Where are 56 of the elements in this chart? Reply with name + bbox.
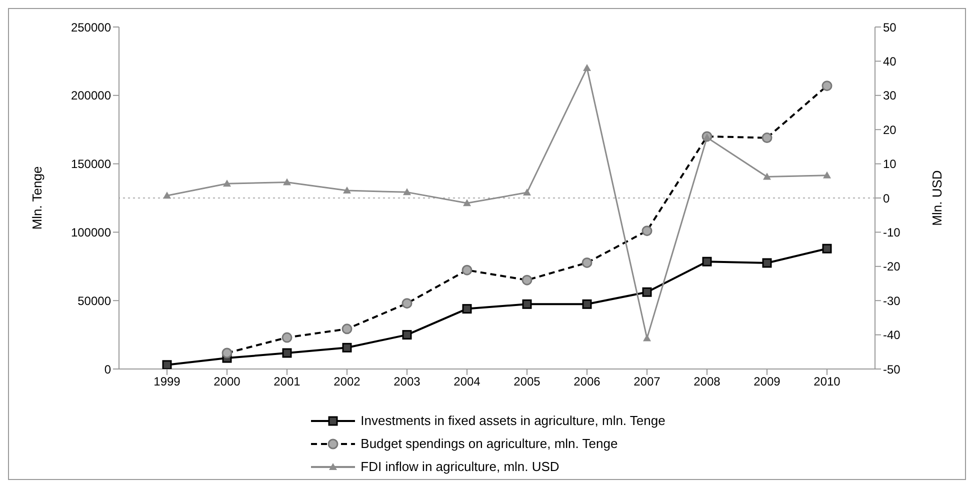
y2-tick-label: 0 bbox=[883, 191, 890, 206]
point bbox=[462, 304, 472, 314]
y2-tick-label: -10 bbox=[883, 225, 901, 240]
point bbox=[523, 188, 531, 196]
y2-tick-label: -30 bbox=[883, 294, 901, 308]
y-tick-label: 100000 bbox=[70, 225, 112, 240]
x-tick-label: 2005 bbox=[514, 374, 541, 389]
x-tick-label: 2003 bbox=[394, 374, 421, 389]
point bbox=[283, 178, 291, 186]
point bbox=[702, 256, 712, 266]
point bbox=[822, 244, 832, 254]
y2-tick-label: 40 bbox=[883, 54, 897, 68]
x-tick-label: 2010 bbox=[814, 374, 841, 389]
point bbox=[342, 342, 352, 352]
point bbox=[582, 299, 592, 309]
point bbox=[162, 360, 172, 369]
legend-label: Investments in fixed assets in agriculture, mln. Tenge bbox=[360, 413, 666, 428]
point bbox=[402, 330, 412, 340]
y-tick-label: 50000 bbox=[78, 294, 112, 308]
y-tick-label: 200000 bbox=[70, 88, 112, 103]
x-tick-label: 2006 bbox=[574, 374, 601, 389]
y2-axis-title: Mln. USD bbox=[930, 170, 945, 226]
x-tick-label: 1999 bbox=[154, 374, 181, 389]
x-tick-label: 2001 bbox=[274, 374, 301, 389]
point bbox=[823, 171, 831, 178]
y2-tick-label: 50 bbox=[883, 20, 897, 34]
x-tick-label: 2009 bbox=[754, 374, 781, 389]
x-tick-label: 2004 bbox=[454, 374, 481, 389]
y2-tick-label: 30 bbox=[883, 88, 897, 103]
legend-label: Budget spendings on agriculture, mln. Tenge bbox=[360, 436, 618, 451]
point bbox=[522, 299, 532, 309]
point bbox=[163, 192, 171, 199]
y-tick-label: 0 bbox=[104, 362, 112, 376]
x-tick-label: 2002 bbox=[334, 374, 361, 389]
y2-tick-label: -40 bbox=[883, 328, 901, 342]
point bbox=[463, 199, 471, 206]
y-tick-label: 150000 bbox=[70, 157, 112, 172]
point bbox=[282, 348, 292, 358]
point bbox=[763, 172, 771, 180]
point bbox=[643, 334, 651, 342]
y2-tick-label: -50 bbox=[883, 362, 901, 376]
legend-label: FDI inflow in agriculture, mln. USD bbox=[360, 459, 560, 474]
y-tick-label: 250000 bbox=[70, 20, 112, 34]
point bbox=[223, 180, 231, 187]
y2-tick-label: 20 bbox=[883, 122, 897, 137]
x-tick-label: 2000 bbox=[214, 374, 241, 389]
point bbox=[642, 287, 652, 297]
point bbox=[343, 186, 351, 194]
x-tick-label: 2007 bbox=[634, 374, 661, 389]
point bbox=[762, 258, 772, 268]
y2-tick-label: -20 bbox=[883, 260, 901, 274]
x-tick-label: 2008 bbox=[694, 374, 721, 389]
y2-tick-label: 10 bbox=[883, 157, 897, 172]
point bbox=[403, 188, 411, 196]
point bbox=[583, 64, 591, 72]
y-axis-title: Mln. Tenge bbox=[30, 166, 45, 230]
